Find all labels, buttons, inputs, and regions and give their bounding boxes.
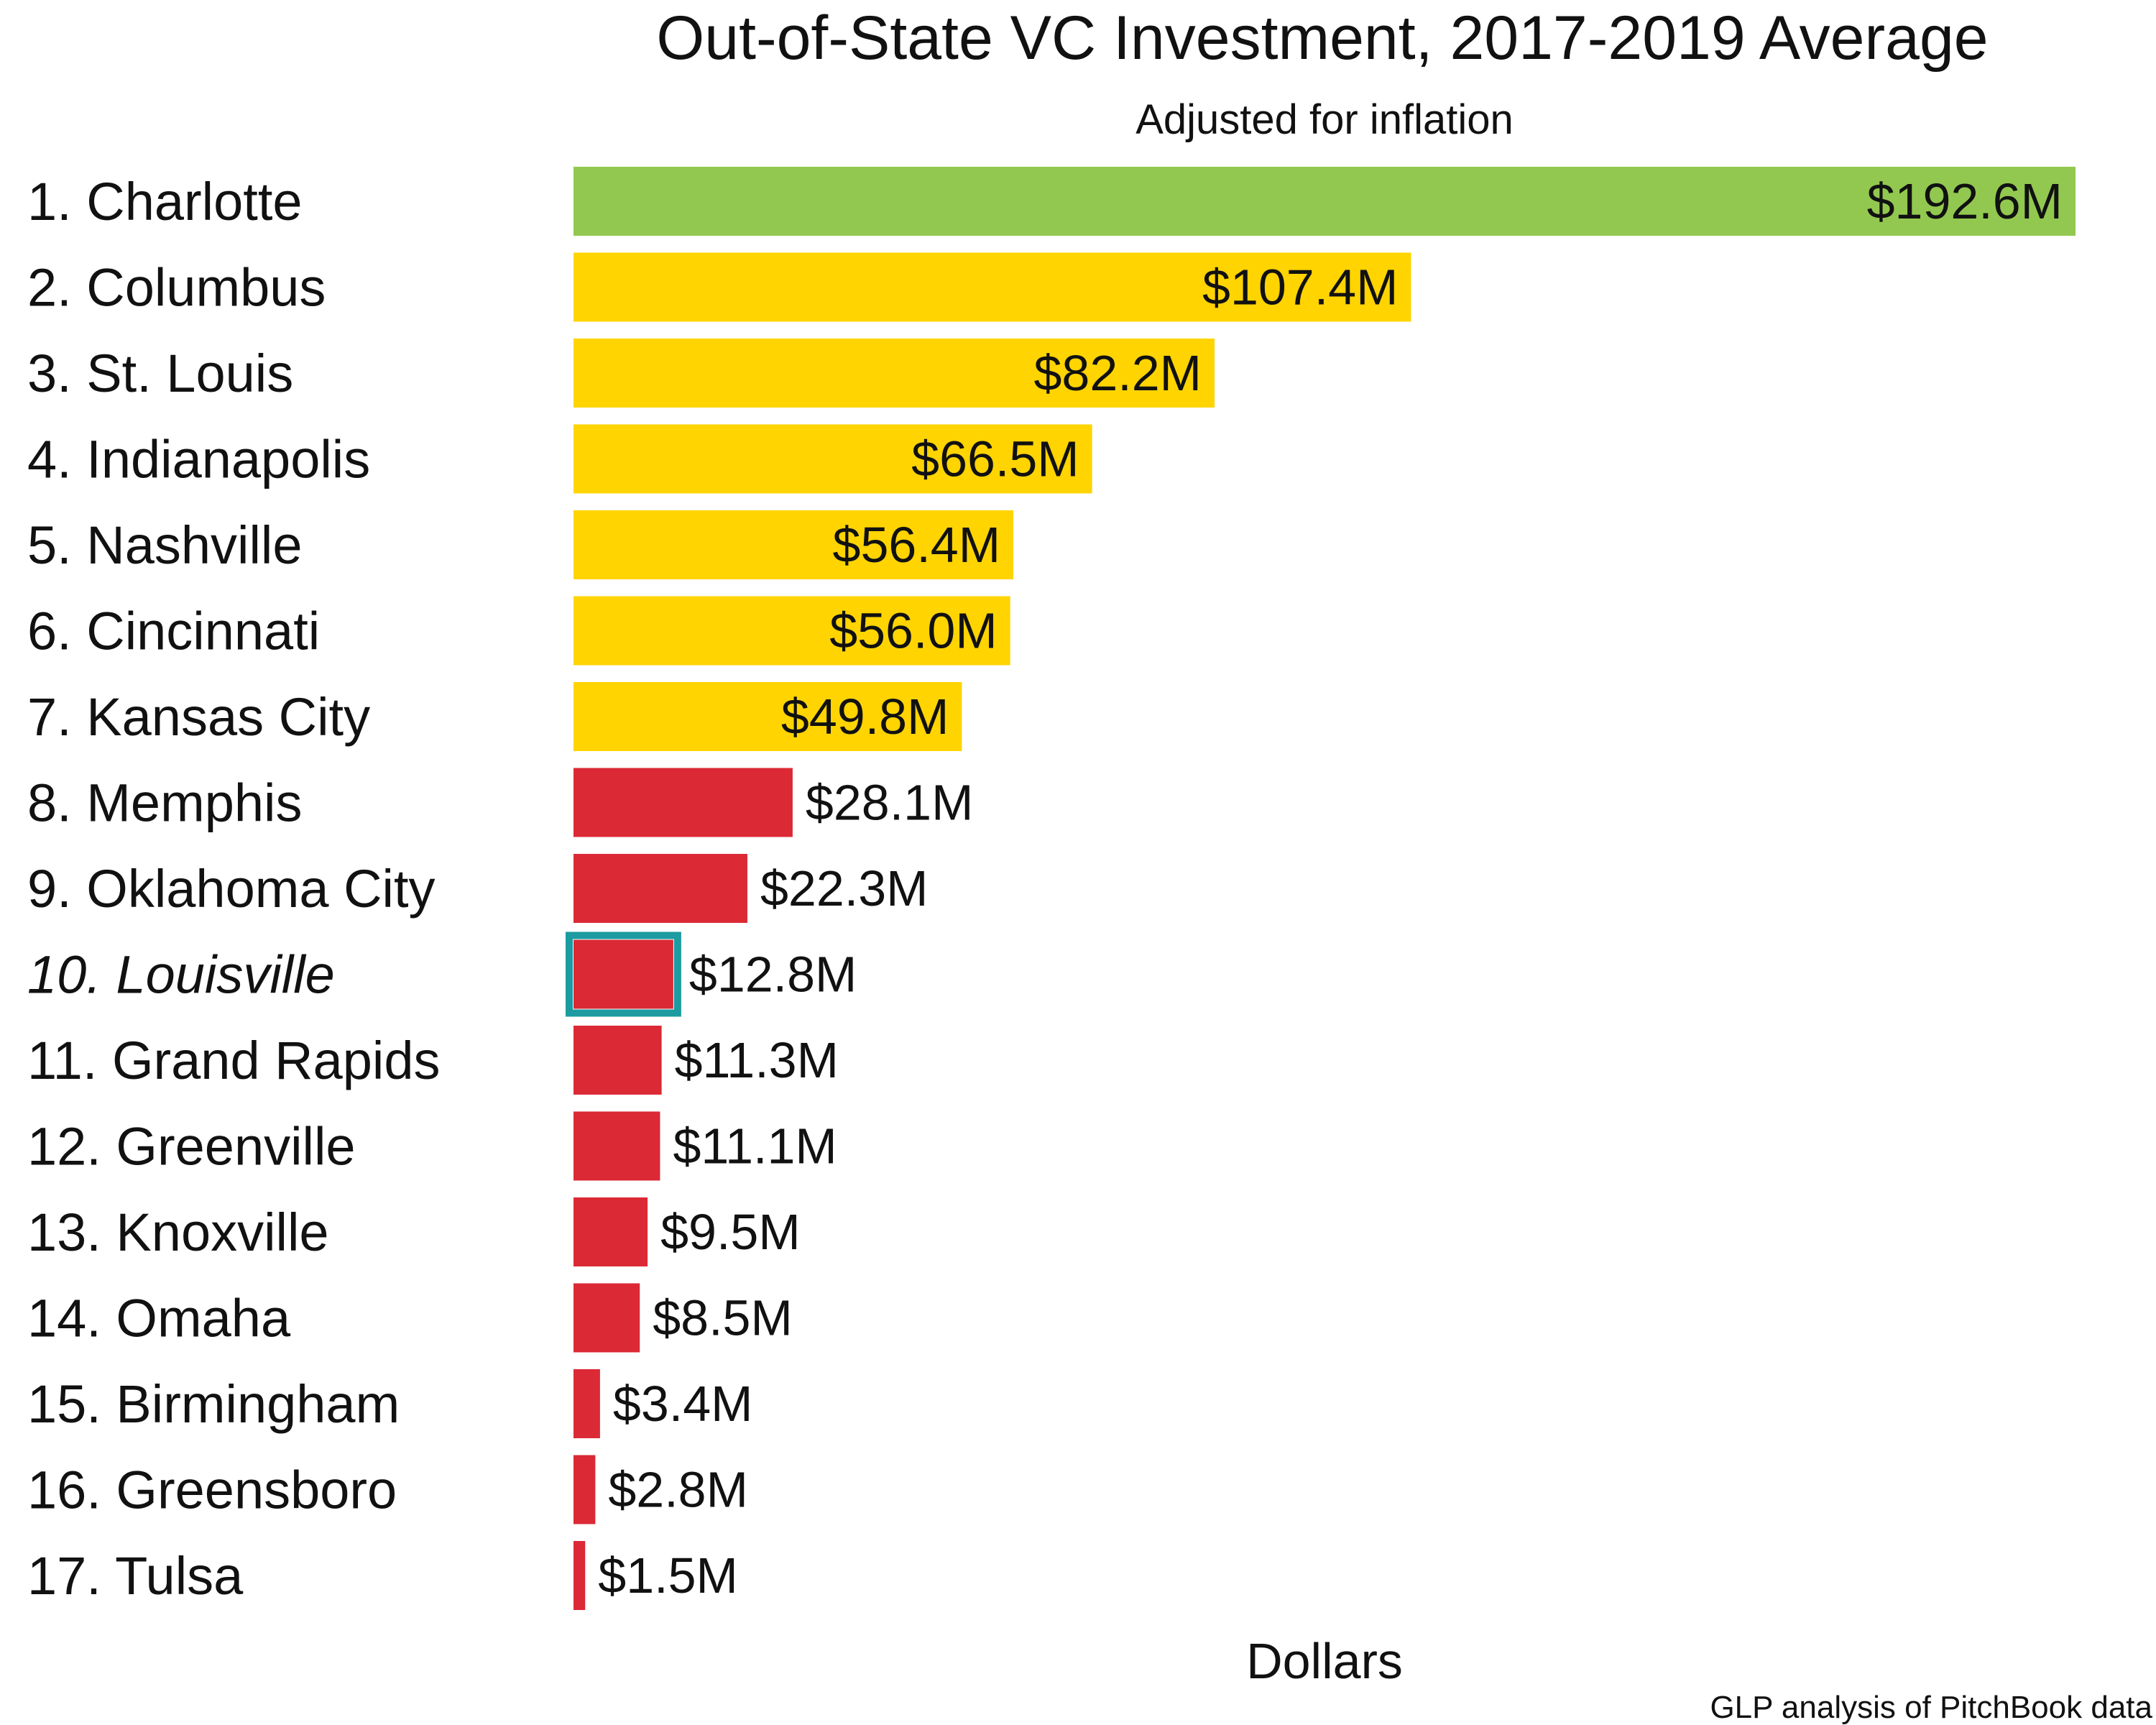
bar: [573, 424, 1092, 494]
bar: [573, 854, 747, 923]
value-label: $107.4M: [1202, 259, 1398, 316]
bar: [573, 1197, 648, 1266]
value-label: $9.5M: [660, 1204, 801, 1260]
category-label: 2. Columbus: [27, 258, 326, 318]
bar: [573, 1026, 662, 1095]
bar: [573, 596, 1010, 666]
bar: [573, 1283, 640, 1353]
category-label: 13. Knoxville: [27, 1202, 329, 1262]
category-label: 12. Greenville: [27, 1117, 356, 1177]
category-label: 3. St. Louis: [27, 344, 293, 403]
value-label: $2.8M: [608, 1462, 748, 1518]
bars-group: 1. Charlotte $192.6M 2. Columbus $107.4M 3. …: [27, 167, 2076, 1610]
value-label: $82.2M: [1034, 345, 1202, 401]
bar: [573, 1541, 586, 1610]
value-label: $22.3M: [760, 860, 928, 916]
value-label: $1.5M: [598, 1547, 738, 1604]
value-label: $192.6M: [1867, 173, 2063, 229]
highlight-outline: [566, 932, 681, 1017]
bar: [573, 1111, 660, 1181]
value-label: $12.8M: [689, 947, 857, 1003]
category-label: 15. Birmingham: [27, 1374, 400, 1434]
bar: [573, 510, 1014, 579]
category-label: 9. Oklahoma City: [27, 859, 436, 919]
bar: [573, 167, 2076, 236]
value-label: $28.1M: [806, 775, 973, 831]
value-label: $3.4M: [613, 1376, 753, 1432]
value-label: $11.3M: [675, 1032, 839, 1088]
bar: [573, 339, 1215, 408]
category-label: 16. Greensboro: [27, 1460, 397, 1520]
value-label: $56.4M: [833, 517, 1000, 573]
chart-subtitle: Adjusted for inflation: [1135, 96, 1514, 143]
bar: [573, 1455, 596, 1524]
bar: [573, 252, 1411, 322]
bar: [573, 768, 793, 837]
value-label: $49.8M: [781, 689, 949, 745]
category-label: 14. Omaha: [27, 1289, 291, 1348]
chart-title: Out-of-State VC Investment, 2017-2019 Av…: [656, 4, 1988, 73]
bar: [573, 1369, 600, 1438]
category-label: 5. Nashville: [27, 515, 303, 575]
category-label: 11. Grand Rapids: [27, 1031, 441, 1090]
category-label: 8. Memphis: [27, 773, 302, 833]
category-label: 4. Indianapolis: [27, 430, 370, 489]
value-label: $56.0M: [829, 603, 997, 659]
category-label: 6. Cincinnati: [27, 602, 320, 661]
bar: [573, 682, 962, 751]
value-label: $11.1M: [673, 1118, 837, 1174]
category-label: 7. Kansas City: [27, 687, 370, 747]
category-label: 17. Tulsa: [27, 1546, 244, 1606]
x-axis-label: Dollars: [1246, 1633, 1403, 1689]
value-label: $8.5M: [653, 1290, 793, 1346]
source-note: GLP analysis of PitchBook data: [1710, 1690, 2152, 1725]
category-label: 10. Louisville: [27, 945, 335, 1005]
value-label: $66.5M: [911, 431, 1079, 487]
category-label: 1. Charlotte: [27, 172, 303, 231]
bar: [573, 939, 673, 1009]
